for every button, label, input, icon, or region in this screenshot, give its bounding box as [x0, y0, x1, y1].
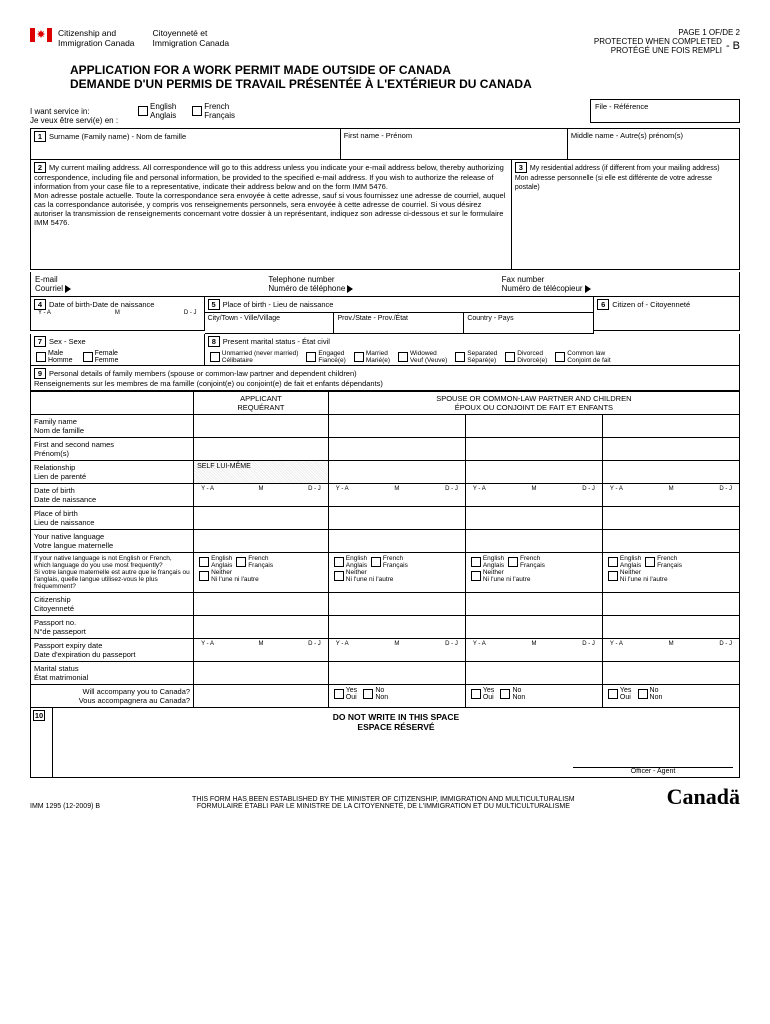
- section-7-8: 7Sex - Sexe Male Homme Female Femme 8Pre…: [30, 334, 740, 366]
- file-reference-box[interactable]: File - Référence: [590, 99, 740, 123]
- english-checkbox[interactable]: [138, 106, 148, 116]
- section-9-header: 9Personal details of family members (spo…: [30, 366, 740, 391]
- footer: IMM 1295 (12-2009) B THIS FORM HAS BEEN …: [30, 784, 740, 810]
- section-1-names: 1Surname (Family name) - Nom de famille …: [30, 128, 740, 160]
- triangle-icon: [585, 285, 591, 293]
- female-checkbox[interactable]: [83, 352, 93, 362]
- spouse-header: SPOUSE OR COMMON-LAW PARTNER AND CHILDRE…: [328, 391, 739, 414]
- section-4-5-6: 4Date of birth-Date de naissance Y - AMD…: [30, 297, 740, 334]
- family-table: APPLICANT REQUÉRANT SPOUSE OR COMMON-LAW…: [30, 391, 740, 709]
- canada-wordmark: Canadä: [667, 784, 740, 810]
- section-2-3-addresses: 2My current mailing address. All corresp…: [30, 160, 740, 270]
- triangle-icon: [347, 285, 353, 293]
- service-language-row: I want service in:Je veux être servi(e) …: [30, 98, 740, 125]
- officer-line: Officer - Agent: [573, 767, 733, 775]
- page-info: PAGE 1 OF/DE 2 PROTECTED WHEN COMPLETED …: [594, 28, 740, 55]
- french-checkbox[interactable]: [192, 106, 202, 116]
- applicant-header: APPLICANT REQUÉRANT: [194, 391, 329, 414]
- canada-flag-icon: [30, 28, 52, 42]
- department-names: Citizenship and Immigration Canada Citoy…: [58, 28, 229, 48]
- form-title: APPLICATION FOR A WORK PERMIT MADE OUTSI…: [70, 63, 740, 92]
- contact-row: E-mail Courriel Telephone number Numéro …: [30, 272, 740, 297]
- triangle-icon: [65, 285, 71, 293]
- header: Citizenship and Immigration Canada Citoy…: [30, 28, 740, 55]
- male-checkbox[interactable]: [36, 352, 46, 362]
- reserved-space: DO NOT WRITE IN THIS SPACE ESPACE RÉSERV…: [52, 708, 740, 778]
